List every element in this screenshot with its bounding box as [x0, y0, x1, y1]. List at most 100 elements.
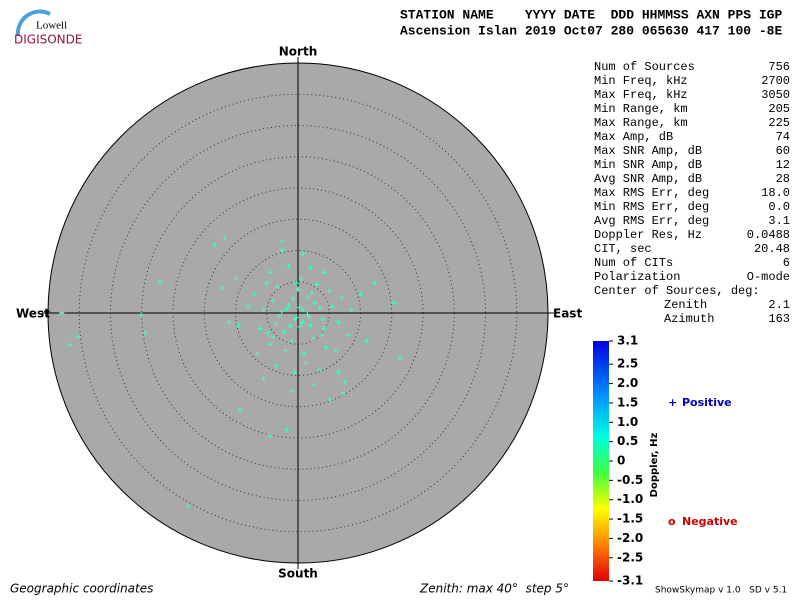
stat-label: Num of CITs [594, 256, 673, 270]
source-point [233, 276, 238, 282]
stat-value: 225 [768, 116, 790, 130]
source-point [333, 348, 338, 353]
colorbar-ticks: 3.1 2.5 2.0 1.5 1.0 0.5 0 -0.5 -1.0 -1.5 -2.0 -2.5 -… [609, 334, 643, 588]
source-point [279, 238, 285, 244]
source-point [309, 290, 315, 296]
source-point [336, 319, 342, 325]
header-line: Ascension Islan 2019 Oct07 280 065630 41… [400, 23, 782, 38]
source-point [336, 369, 342, 375]
stat-value: O-mode [747, 270, 790, 284]
stat-label: Max SNR Amp, dB [594, 144, 702, 158]
source-point [286, 263, 292, 269]
stats-table: Num of Sources 756 Min Freq, kHz 2700 Max Fr… [594, 60, 790, 326]
source-point [261, 376, 267, 382]
source-point [67, 342, 73, 348]
colorbar-tick-label: 2.5 [617, 357, 638, 371]
stat-label: Max RMS Err, deg [594, 186, 709, 200]
stat-label: Center of Sources, deg: [594, 284, 760, 298]
stat-label: Min SNR Amp, dB [594, 158, 702, 172]
source-point [284, 427, 290, 433]
source-point [286, 303, 292, 308]
source-point [348, 307, 354, 313]
logo-top: Lowell [36, 20, 67, 32]
stat-label: Avg SNR Amp, dB [594, 172, 702, 186]
source-point [304, 311, 310, 317]
colorbar-tick-label: -2.5 [617, 550, 643, 564]
source-point [289, 338, 295, 344]
source-point [138, 312, 144, 318]
source-point [276, 313, 282, 319]
source-point [320, 316, 326, 322]
source-point [314, 282, 320, 288]
source-point [311, 382, 317, 388]
stat-value: 2.1 [768, 298, 790, 312]
colorbar-tick-label: 1.5 [617, 395, 638, 409]
stat-value: 205 [768, 102, 790, 116]
colorbar-tick-label: 3.1 [617, 334, 638, 348]
source-point [329, 304, 335, 310]
legend: + Positive o Negative [668, 396, 738, 528]
source-point [391, 300, 397, 306]
stat-value: 3050 [761, 88, 790, 102]
source-point [261, 307, 267, 313]
source-point [301, 351, 307, 357]
source-point [270, 298, 276, 303]
legend-positive: Positive [682, 396, 732, 409]
stat-label: Azimuth [664, 312, 714, 326]
source-point [321, 326, 327, 332]
colorbar-tick-label: -0.5 [617, 473, 643, 487]
source-point [185, 503, 191, 509]
source-point [397, 355, 403, 361]
source-point [339, 294, 345, 300]
source-point [300, 307, 306, 313]
stat-value: 74 [776, 130, 790, 144]
plot [42, 57, 554, 569]
source-point [372, 280, 378, 286]
source-point [293, 280, 299, 286]
source-point [267, 269, 273, 275]
colorbar-tick-label: -2.0 [617, 531, 643, 545]
source-point [296, 304, 302, 310]
source-point [75, 334, 81, 340]
source-point [59, 310, 65, 316]
stat-label: Min RMS Err, deg [594, 200, 709, 214]
colorbar-tick-label: 0.5 [617, 434, 638, 448]
source-point [283, 348, 288, 353]
stat-value: 28 [776, 172, 790, 186]
source-point [327, 397, 333, 403]
stat-label: Doppler Res, Hz [594, 228, 702, 242]
logo-bottom: DIGISONDE [14, 33, 82, 47]
source-point [294, 314, 300, 320]
colorbar-tick-label: -3.1 [617, 574, 643, 588]
footer-left: Geographic coordinates [10, 582, 153, 596]
source-point [308, 264, 313, 270]
source-point [236, 323, 242, 328]
source-point [295, 286, 301, 292]
source-point [222, 235, 228, 241]
source-point [273, 321, 278, 327]
source-point [279, 248, 285, 253]
source-point [212, 242, 218, 248]
source-point [267, 433, 273, 439]
stat-value: 756 [768, 60, 790, 74]
source-point [279, 309, 285, 315]
source-point [273, 363, 279, 369]
source-point [317, 305, 323, 311]
source-point [345, 332, 351, 338]
stat-label: Num of Sources [594, 60, 695, 74]
legend-negative: Negative [682, 515, 738, 528]
footer-right: ShowSkymap v 1.0 SD v 5.1 [655, 586, 787, 596]
source-point [326, 288, 332, 294]
colorbar-tick-label: 0 [617, 454, 625, 468]
source-point [321, 269, 327, 275]
header-line: STATION NAME YYYY DATE DDD HHMMSS AXN PP… [400, 7, 782, 22]
stat-label: Min Range, km [594, 102, 688, 116]
colorbar-tick-label: 1.0 [617, 415, 638, 429]
source-point [274, 284, 280, 290]
colorbar-label: Doppler, Hz [649, 433, 660, 498]
source-point [364, 338, 370, 344]
source-point [157, 279, 163, 285]
stat-label: Min Freq, kHz [594, 74, 688, 88]
source-point [323, 344, 329, 350]
